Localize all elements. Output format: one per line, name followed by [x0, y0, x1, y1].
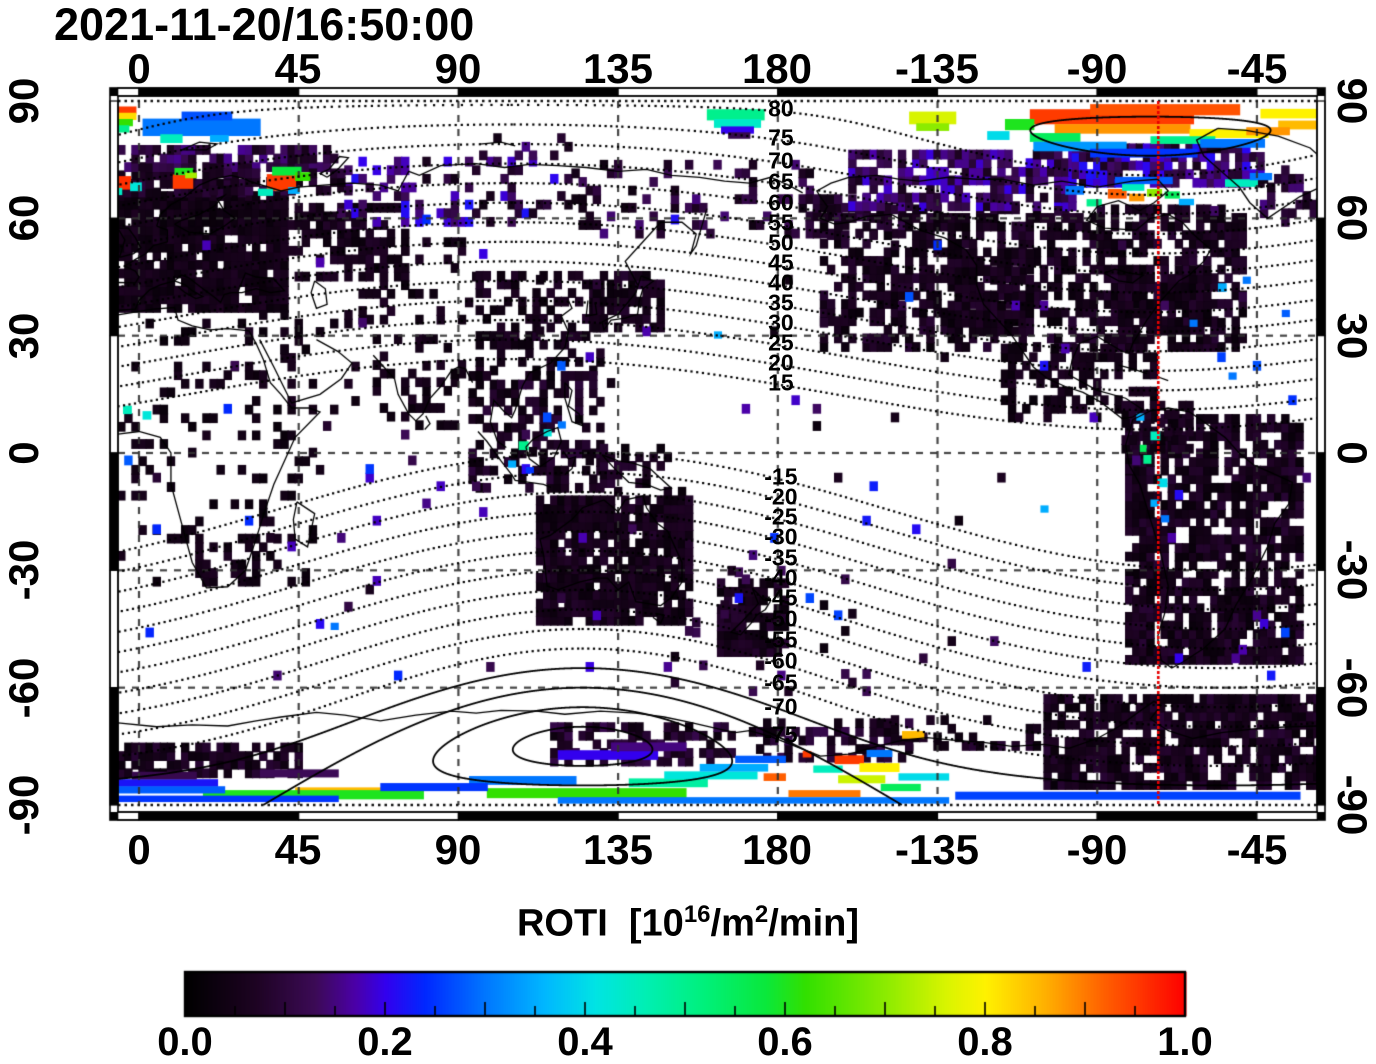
top-axis-label: 180	[741, 45, 813, 92]
bottom-axis-label: 0	[127, 826, 151, 873]
left-axis-label: -30	[0, 539, 47, 601]
maglat-label: -15	[764, 463, 798, 490]
colorbar-tick-label: 0.8	[957, 1020, 1013, 1064]
colorbar-tick-label: 0.2	[357, 1020, 413, 1064]
plot-title: 2021-11-20/16:50:00	[54, 0, 475, 50]
colorbar-tick-label: 0.6	[757, 1020, 813, 1064]
bottom-axis-label: -135	[894, 826, 980, 873]
left-axis-label: 90	[0, 77, 47, 125]
maglat-label: 55	[768, 209, 794, 236]
maglat-label: -35	[764, 544, 798, 571]
right-axis-label: 60	[1329, 194, 1376, 242]
maglat-label: -30	[764, 523, 798, 550]
maglat-label: -70	[764, 693, 798, 720]
maglat-label: -45	[764, 584, 798, 611]
bottom-axis-label: -90	[1066, 826, 1128, 873]
bottom-axis-label: 135	[582, 826, 654, 873]
top-axis-label: 90	[434, 45, 482, 92]
top-axis-label: -135	[894, 45, 980, 92]
maglat-label: 45	[768, 249, 794, 276]
colorbar-tick-label: 0.0	[157, 1020, 213, 1064]
left-axis-label: -90	[0, 774, 47, 836]
right-axis-label: 0	[1329, 441, 1376, 465]
bottom-axis-label: -45	[1226, 826, 1288, 873]
top-axis-label: 45	[274, 45, 322, 92]
top-axis-label: -90	[1066, 45, 1128, 92]
maglat-label: 70	[768, 147, 794, 174]
top-axis-label: -45	[1226, 45, 1288, 92]
right-axis-label: -30	[1329, 539, 1376, 601]
maglat-label: 80	[768, 95, 794, 122]
left-axis-label: 30	[0, 312, 47, 360]
right-axis-label: 30	[1329, 312, 1376, 360]
right-axis-label: 90	[1329, 77, 1376, 125]
maglat-label: 60	[768, 189, 794, 216]
maglat-label: -40	[764, 564, 798, 591]
bottom-axis-label: 90	[434, 826, 482, 873]
maglat-label: 30	[768, 309, 794, 336]
colorbar-tick-label: 1.0	[1157, 1020, 1213, 1064]
maglat-label: 65	[768, 168, 794, 195]
left-axis-label: 60	[0, 194, 47, 242]
bottom-axis-label: 45	[274, 826, 322, 873]
top-axis-label: 0	[127, 45, 151, 92]
right-axis-label: -60	[1329, 657, 1376, 719]
left-axis-label: -60	[0, 657, 47, 719]
maglat-label: 20	[768, 349, 794, 376]
maglat-label: -75	[764, 721, 798, 748]
maglat-label: -65	[764, 669, 798, 696]
maglat-label: -55	[764, 626, 798, 653]
maglat-label: 75	[768, 124, 794, 151]
maglat-label: 40	[768, 269, 794, 296]
maglat-label: 15	[768, 369, 794, 396]
colorbar-title: ROTI [1016/m2/min]	[516, 901, 860, 945]
bottom-axis-label: 180	[741, 826, 813, 873]
maglat-label: -20	[764, 483, 798, 510]
colorbar-tick-label: 0.4	[557, 1020, 613, 1064]
maglat-label: -25	[764, 503, 798, 530]
left-axis-label: 0	[0, 441, 47, 465]
maglat-label: 25	[768, 329, 794, 356]
colorbar-title-text: ROTI	[516, 902, 608, 945]
top-axis-label: 135	[582, 45, 654, 92]
maglat-label: -60	[764, 647, 798, 674]
maglat-label: 50	[768, 229, 794, 256]
right-axis-label: -90	[1329, 774, 1376, 836]
maglat-label: -50	[764, 605, 798, 632]
maglat-label: 35	[768, 289, 794, 316]
